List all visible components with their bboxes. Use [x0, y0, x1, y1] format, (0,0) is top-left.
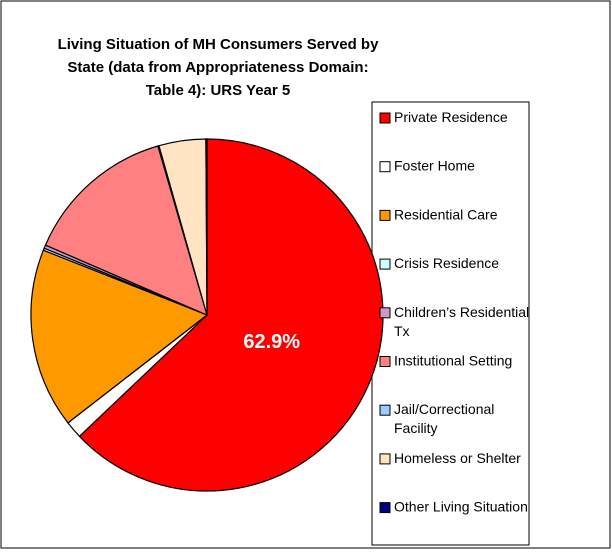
legend-swatch: [379, 258, 391, 270]
legend-label: Crisis Residence: [394, 255, 499, 271]
pie-slice: [205, 138, 208, 316]
pie-slice: [44, 145, 208, 317]
legend-swatch: [379, 307, 391, 319]
legend-swatch: [379, 356, 391, 367]
legend-swatch: [379, 209, 391, 221]
legend-label: Foster Home: [394, 157, 475, 173]
legend-swatch: [379, 404, 391, 416]
legend-swatch: [379, 161, 391, 173]
chart-title: Living Situation of MH Consumers Served …: [58, 36, 380, 99]
legend-label: Jail/Correctional Facility: [394, 401, 494, 436]
legend-swatch: [379, 502, 391, 514]
legend-swatch: [379, 112, 391, 124]
legend-label: Residential Care: [394, 206, 498, 222]
legend-label: Other Living Situation: [394, 498, 528, 514]
legend-label: Children’s Residential Tx: [394, 304, 529, 339]
legend-label: Institutional Setting: [394, 352, 512, 368]
data-label: 62.9%: [243, 331, 300, 353]
pie-slice: [78, 138, 384, 492]
legend-label: Homeless or Shelter: [394, 450, 521, 466]
legend-swatch: [379, 453, 391, 465]
legend-label: Private Residence: [394, 109, 508, 125]
pie-slice: [30, 249, 209, 424]
